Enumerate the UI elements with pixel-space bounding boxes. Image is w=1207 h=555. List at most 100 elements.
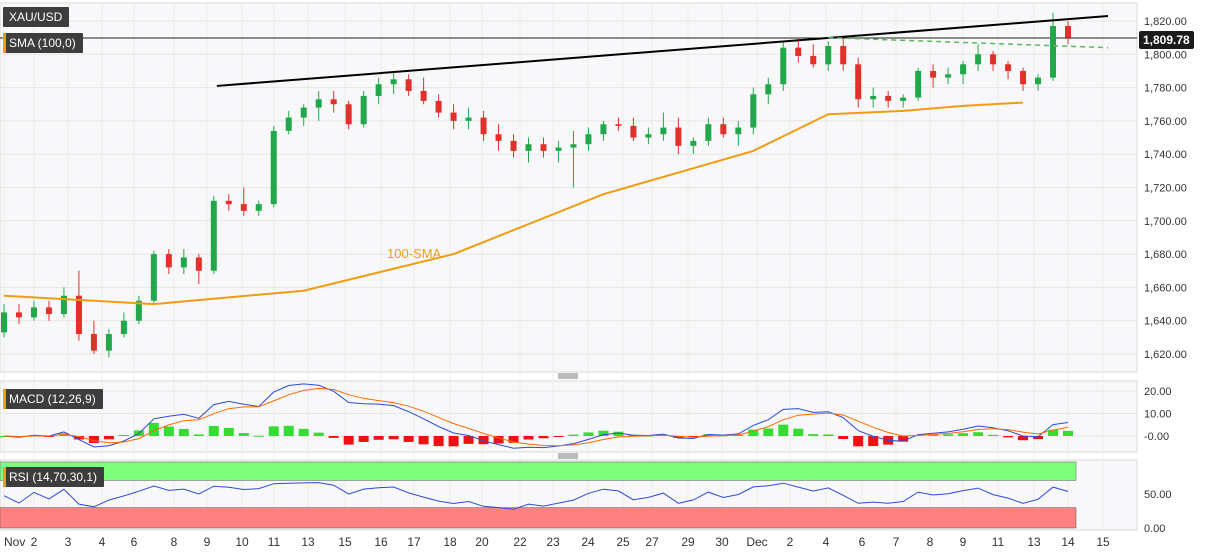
candle-body — [645, 134, 652, 138]
x-tick-label: 11 — [268, 535, 281, 549]
candle — [195, 254, 202, 285]
candle — [165, 249, 172, 275]
x-tick-label: 23 — [546, 535, 560, 549]
candle-body — [525, 144, 532, 151]
candle — [585, 127, 592, 151]
candle — [735, 120, 742, 146]
candle — [285, 110, 292, 135]
candle — [645, 127, 652, 145]
candle — [840, 37, 847, 71]
candle-body — [990, 54, 997, 65]
rsi-tick-label: 0.00 — [1144, 523, 1165, 535]
candle-body — [465, 117, 472, 121]
candle — [765, 77, 772, 105]
macd-histogram-bar — [283, 425, 294, 436]
candle-body — [105, 334, 112, 351]
x-tick-label: 18 — [443, 535, 457, 549]
last-price: 1,809.78 — [1143, 33, 1190, 47]
candle-body — [825, 45, 832, 65]
candle-body — [15, 312, 22, 318]
x-tick-label: 27 — [645, 535, 659, 549]
candle-body — [285, 117, 292, 131]
candle-body — [255, 204, 262, 211]
macd-histogram-bar — [433, 436, 444, 447]
candle — [720, 117, 727, 138]
x-tick-label: 15 — [1096, 535, 1110, 549]
x-tick-label: 30 — [715, 535, 729, 549]
candle — [330, 90, 337, 113]
macd-histogram-bar — [703, 434, 714, 436]
candle-body — [480, 117, 487, 135]
last-price-badge: 1,809.78 — [1139, 31, 1194, 49]
pane-resize-handle-2[interactable] — [558, 453, 578, 459]
candle — [675, 117, 682, 155]
macd-line — [3, 383, 1069, 449]
pane-resize-handle-1[interactable] — [558, 373, 578, 379]
candle-body — [675, 127, 682, 146]
y-tick-label: 1,620.00 — [1144, 349, 1187, 361]
candle — [1050, 12, 1057, 81]
macd-histogram-bar — [493, 436, 504, 444]
macd-tag[interactable]: MACD (12,26,9) — [3, 389, 103, 409]
candle — [450, 104, 457, 130]
y-tick-label: 1,800.00 — [1144, 49, 1187, 61]
candle-body — [360, 95, 367, 125]
y-tick-label: 1,740.00 — [1144, 149, 1187, 161]
candle — [960, 60, 967, 85]
candle — [855, 57, 862, 108]
candle-body — [780, 47, 787, 85]
rsi-tag[interactable]: RSI (14,70,30,1) — [3, 467, 105, 487]
candle — [150, 250, 157, 305]
x-tick-label: 25 — [616, 535, 630, 549]
x-tick-label: 2 — [787, 535, 794, 549]
macd-tick-label: 20.00 — [1144, 386, 1172, 398]
x-tick-label: 29 — [681, 535, 695, 549]
macd-histogram-bar — [313, 432, 324, 436]
macd-histogram-bar — [553, 436, 564, 437]
sma-tag[interactable]: SMA (100,0) — [3, 33, 83, 53]
candle-body — [270, 130, 277, 205]
x-tick-label: 4 — [823, 535, 830, 549]
macd-histogram-bar — [238, 432, 249, 436]
candle — [255, 200, 262, 216]
macd-histogram-bar — [403, 436, 414, 442]
candle-body — [135, 300, 142, 321]
candle-body — [300, 107, 307, 118]
x-tick-label: 11 — [992, 535, 1005, 549]
x-tick-label: 13 — [1027, 535, 1041, 549]
candle-body — [570, 144, 577, 148]
candle — [1065, 21, 1071, 45]
y-tick-label: 1,660.00 — [1144, 282, 1187, 294]
candle — [465, 107, 472, 130]
candle — [930, 64, 937, 88]
y-tick-label: 1,700.00 — [1144, 216, 1187, 228]
candle-body — [150, 254, 157, 301]
candle-body — [930, 70, 937, 78]
x-tick-label: 6 — [859, 535, 866, 549]
candle — [105, 329, 112, 358]
candle-body — [795, 47, 802, 56]
candle — [180, 249, 187, 275]
candle — [1005, 60, 1012, 80]
macd-histogram-bar — [103, 436, 114, 440]
symbol-tag[interactable]: XAU/USD — [3, 7, 70, 27]
x-tick-label: 4 — [99, 535, 106, 549]
candle-body — [840, 45, 847, 65]
macd-histogram-bar — [268, 426, 279, 436]
candle — [870, 87, 877, 108]
x-tick-label: 24 — [581, 535, 595, 549]
candle-body — [60, 295, 67, 315]
macd-histogram-bar — [1003, 436, 1014, 438]
candle — [120, 312, 127, 338]
candle-body — [855, 64, 862, 100]
macd-histogram-bar — [193, 434, 204, 436]
candle — [210, 195, 217, 275]
macd-histogram-bar — [598, 430, 609, 436]
macd-histogram-bar — [298, 428, 309, 436]
candle-body — [345, 104, 352, 125]
candle — [945, 67, 952, 85]
candle — [915, 67, 922, 101]
candle-body — [945, 74, 952, 78]
candle — [555, 140, 562, 163]
